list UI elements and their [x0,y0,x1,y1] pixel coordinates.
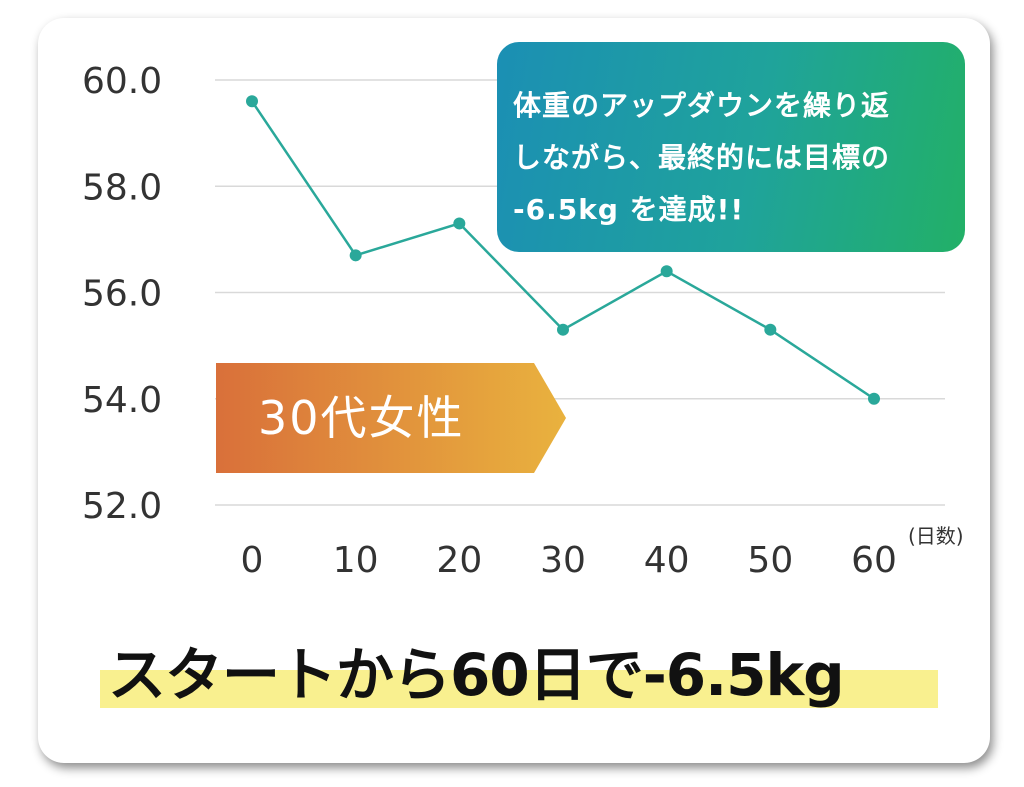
y-tick-label: 54.0 [82,380,162,421]
data-point [246,95,258,108]
age-group-tag-shape [216,363,566,473]
x-tick-label: 10 [333,540,379,581]
x-tick-label: 0 [241,540,264,581]
x-axis-unit-label: (日数) [908,524,964,548]
callout-line-2: しながら、最終的には目標の [513,141,891,174]
callout-box: 体重のアップダウンを繰り返 しながら、最終的には目標の -6.5kg を達成!! [497,42,965,252]
y-tick-label: 58.0 [82,167,162,208]
data-point [868,392,880,405]
x-tick-label: 20 [436,540,482,581]
data-point [557,323,569,336]
x-tick-label: 60 [851,540,897,581]
data-points [246,95,880,405]
y-tick-label: 56.0 [82,274,162,315]
headline: スタートから60日で-6.5kg [108,641,845,709]
data-point [764,323,777,336]
y-tick-label: 52.0 [82,486,162,527]
data-point [453,217,466,230]
data-point [349,249,362,262]
x-tick-label: 50 [747,540,793,581]
y-axis-ticks: 60.0 58.0 56.0 54.0 52.0 [82,61,162,527]
x-tick-label: 40 [644,540,690,581]
age-group-tag-label: 30代女性 [258,391,465,445]
x-axis-ticks: 0 10 20 30 40 50 60 [241,540,897,581]
y-tick-label: 60.0 [82,61,162,102]
x-tick-label: 30 [540,540,586,581]
headline-highlight [100,670,938,708]
data-point [660,265,673,278]
callout-line-1: 体重のアップダウンを繰り返 [513,89,891,122]
callout-line-3: -6.5kg を達成!! [513,193,745,226]
